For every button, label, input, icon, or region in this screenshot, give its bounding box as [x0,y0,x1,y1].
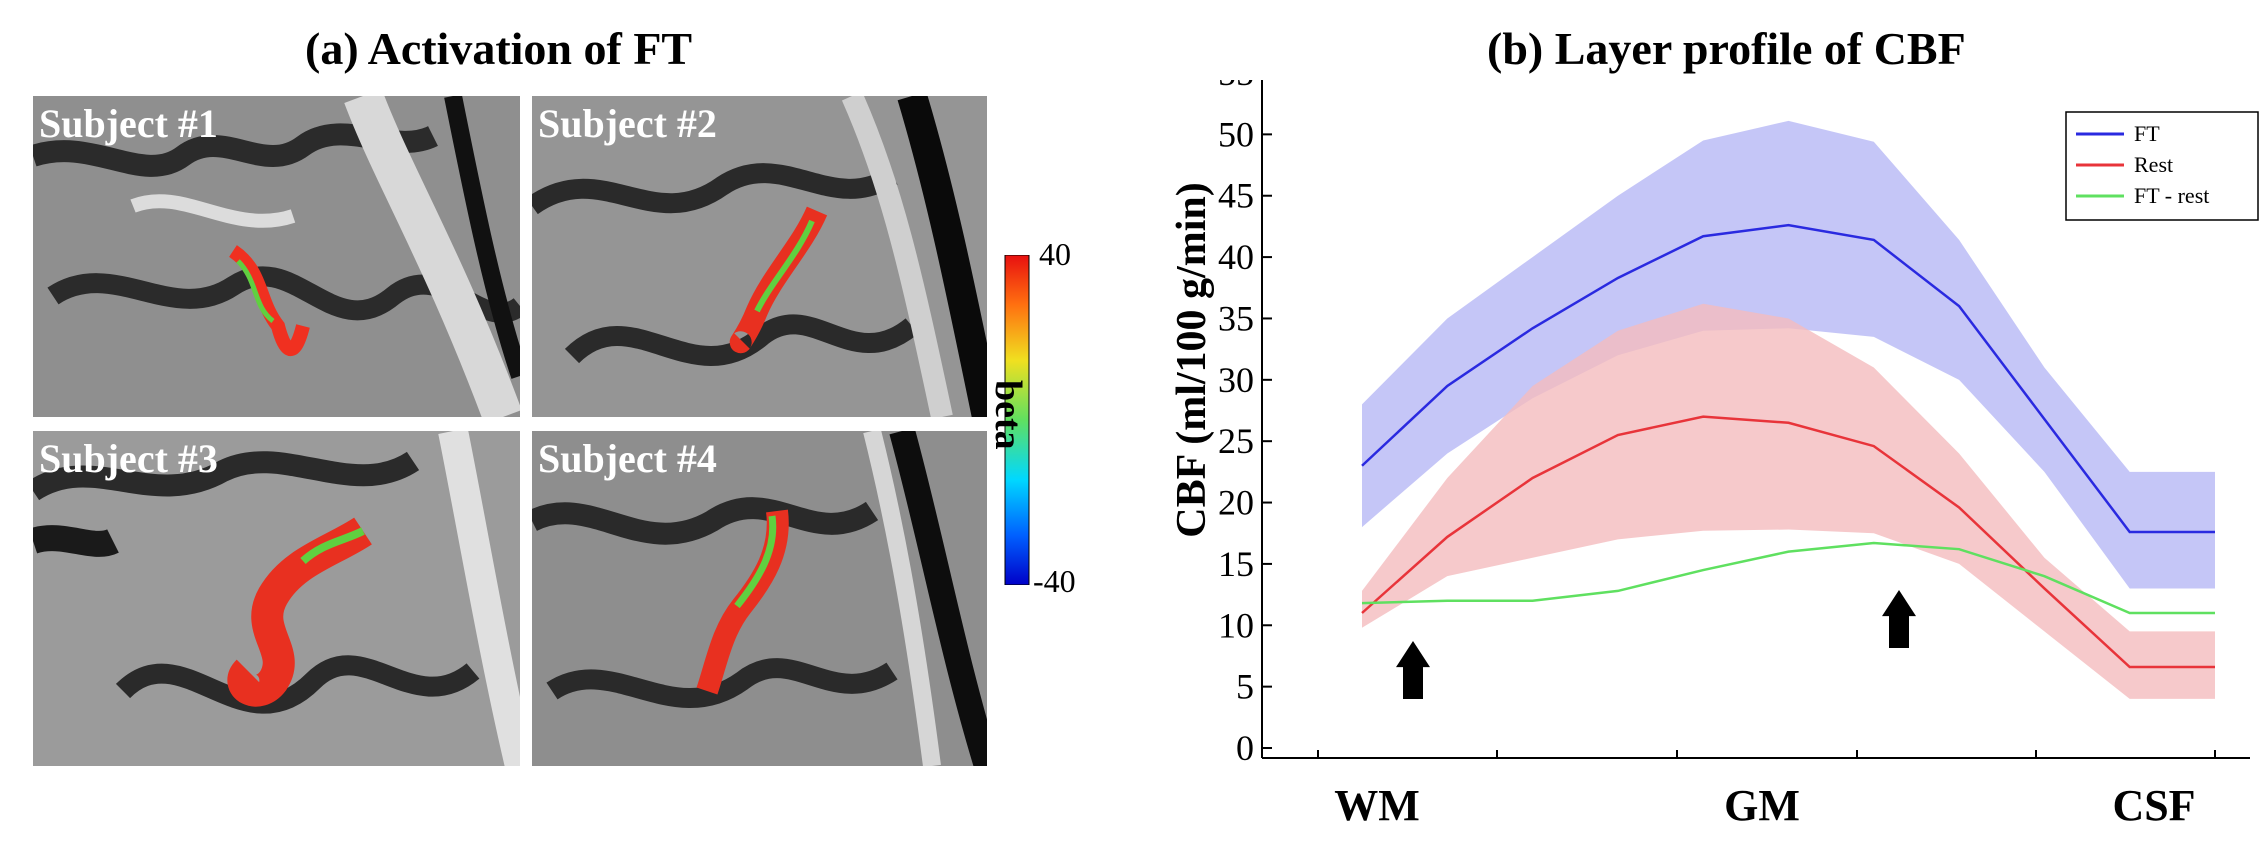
up-arrow-icon [1396,641,1430,699]
y-tick-label: 40 [1218,237,1254,277]
y-tick-label: 50 [1218,114,1254,154]
x-category-label: GM [1724,781,1800,830]
colorbar [1004,255,1030,585]
annotation-arrows [1396,590,1916,699]
y-axis-label: CBF (ml/100 g/min) [1169,182,1215,537]
x-category-label: CSF [2112,781,2195,830]
brain-slice-2 [532,96,987,417]
y-tick-label: 10 [1218,605,1254,645]
brain-slice-1 [33,96,520,417]
series-lines [1361,223,2215,669]
subject-1-image: Subject #1 [33,96,520,417]
subject-4-label: Subject #4 [538,436,717,481]
subject-3-image: Subject #3 [33,431,520,766]
line-ft [1361,223,2215,534]
subject-4-image: Subject #4 [532,431,987,766]
legend-entry: FT [2134,121,2160,146]
y-tick-label: 5 [1236,667,1254,707]
line-ft---rest [1361,541,2215,615]
colorbar-title: beta [987,380,1029,450]
cbf-layer-profile-chart: 0 5 10 15 20 25 30 35 40 45 50 55 WM GM CSF FT Rest FT -… [1169,80,2259,830]
line-rest [1361,415,2215,669]
brain-slice-3 [33,431,520,766]
y-tick-label: 15 [1218,544,1254,584]
up-arrow-icon [1882,590,1916,648]
panel-a-title: (a) Activation of FT [305,23,693,74]
legend-entry: FT - rest [2134,183,2209,208]
y-tick-label: 25 [1218,421,1254,461]
band-ft [1362,120,2215,589]
y-tick-label: 55 [1218,80,1254,93]
colorbar-min-label: -40 [1033,563,1076,599]
subject-1-label: Subject #1 [39,101,218,146]
subject-3-label: Subject #3 [39,436,218,481]
subject-2-image: Subject #2 [532,96,987,417]
y-tick-label: 45 [1218,176,1254,216]
axes: 0 5 10 15 20 25 30 35 40 45 50 55 WM GM CSF [1218,80,2250,830]
brain-slice-4 [532,431,987,766]
legend: FT Rest FT - rest [2065,111,2259,221]
band-rest [1362,303,2215,699]
colorbar-max-label: 40 [1039,236,1071,272]
y-tick-label: 30 [1218,360,1254,400]
panel-b-title: (b) Layer profile of CBF [1487,23,1966,74]
y-tick-label: 20 [1218,483,1254,523]
subject-2-label: Subject #2 [538,101,717,146]
x-category-label: WM [1334,781,1420,830]
legend-entry: Rest [2134,152,2173,177]
confidence-bands [1362,120,2215,699]
y-tick-label: 0 [1236,728,1254,768]
y-tick-label: 35 [1218,298,1254,338]
